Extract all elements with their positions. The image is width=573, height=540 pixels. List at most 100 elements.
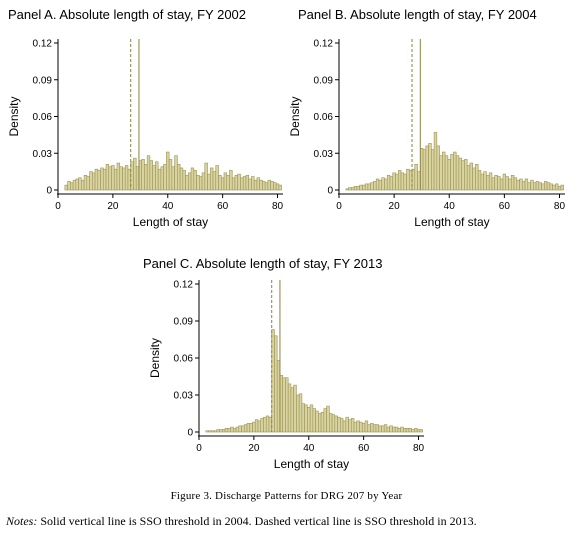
histogram-bar xyxy=(378,179,383,191)
histogram-bar xyxy=(215,165,219,191)
histogram-bar xyxy=(408,427,412,433)
histogram-bar xyxy=(72,179,77,191)
histogram-bar xyxy=(248,178,252,191)
histogram-bar xyxy=(108,166,112,191)
histogram-bar xyxy=(256,177,260,191)
histogram-bar xyxy=(224,427,229,433)
y-tick-label: 0 xyxy=(46,186,52,197)
histogram-bar xyxy=(364,183,369,191)
histogram-bar xyxy=(389,176,394,191)
histogram-bar xyxy=(436,145,440,191)
panel-b: Panel B. Absolute length of stay, FY 200… xyxy=(288,7,565,229)
histogram-bar xyxy=(386,426,390,433)
histogram-bar xyxy=(353,421,358,433)
histogram-bar xyxy=(163,163,167,191)
histogram-bar xyxy=(222,429,226,433)
histogram-bar xyxy=(259,179,263,191)
histogram-bar xyxy=(155,161,159,191)
histogram-bar xyxy=(337,416,341,433)
histogram-bar xyxy=(223,172,228,191)
histogram-bar xyxy=(133,157,137,191)
histogram-bar xyxy=(119,166,123,191)
histogram-bar xyxy=(414,163,418,191)
y-tick-label: 0 xyxy=(327,186,333,197)
y-axis-label: Density xyxy=(148,338,162,378)
histogram-bar xyxy=(231,177,236,191)
histogram-bar xyxy=(367,424,371,433)
histogram-bar xyxy=(555,183,559,191)
histogram-bar xyxy=(557,186,562,191)
histogram-bar xyxy=(190,167,195,191)
histogram-bar xyxy=(488,172,493,191)
histogram-bar xyxy=(243,424,248,433)
x-tick-label: 0 xyxy=(196,443,202,454)
histogram-bar xyxy=(235,426,240,433)
histogram-bar xyxy=(233,427,237,433)
y-tick-label: 0.09 xyxy=(33,75,53,86)
panel-title: Panel C. Absolute length of stay, FY 201… xyxy=(143,256,382,271)
histogram-bar xyxy=(411,429,415,433)
x-tick-label: 0 xyxy=(55,201,61,212)
histogram-bar xyxy=(375,178,380,191)
histogram-bar xyxy=(94,168,99,191)
histogram-bar xyxy=(229,170,233,191)
histogram-bar xyxy=(177,163,181,191)
histogram-bar xyxy=(208,430,212,433)
x-tick-label: 20 xyxy=(389,201,401,212)
y-axis-label: Density xyxy=(7,96,21,136)
x-axis-label: Length of stay xyxy=(133,215,208,229)
histogram-bar xyxy=(400,426,404,433)
histogram-bar xyxy=(483,171,487,191)
histogram-bar xyxy=(513,177,518,191)
histogram-bar xyxy=(403,173,407,191)
histogram-bar xyxy=(273,182,277,191)
histogram-bar xyxy=(260,418,264,433)
histogram-bar xyxy=(268,416,273,433)
histogram-bar xyxy=(219,429,223,433)
y-tick-label: 0.06 xyxy=(33,112,53,123)
x-tick-label: 60 xyxy=(217,201,229,212)
histogram-bar xyxy=(196,175,200,191)
y-tick-label: 0.03 xyxy=(314,149,334,160)
histogram-bar xyxy=(144,163,148,191)
histogram-bar xyxy=(220,177,225,191)
histogram-bar xyxy=(204,162,208,191)
histogram-bar xyxy=(216,429,220,433)
histogram-bar xyxy=(464,159,468,191)
histogram-bar xyxy=(171,166,175,191)
histogram-bar xyxy=(560,184,564,191)
histogram-bar xyxy=(359,421,363,433)
histogram-bar xyxy=(267,179,271,191)
histogram-bar xyxy=(213,430,218,433)
histogram-bar xyxy=(193,170,197,191)
histogram-bar xyxy=(549,183,553,191)
histogram-bar xyxy=(265,415,270,433)
histogram-bar xyxy=(442,151,446,191)
histogram-bar xyxy=(348,187,352,191)
histogram-bar xyxy=(455,155,460,191)
histogram-bar xyxy=(502,173,507,191)
histogram-bar xyxy=(345,416,349,433)
panel-a: Panel A. Absolute length of stay, FY 200… xyxy=(7,7,284,229)
histogram-bar xyxy=(253,179,258,191)
histogram-bar xyxy=(486,175,490,191)
histogram-bar xyxy=(64,184,68,191)
histogram-bar xyxy=(350,418,355,433)
x-tick-label: 0 xyxy=(336,201,342,212)
histogram-bar xyxy=(307,407,311,433)
histogram-bar xyxy=(458,157,462,191)
histogram-bar xyxy=(519,178,523,191)
histogram-bar xyxy=(241,425,245,433)
histogram-bar xyxy=(381,425,385,433)
histogram-bar xyxy=(320,411,325,433)
histogram-bar xyxy=(100,167,104,191)
x-tick-label: 80 xyxy=(413,443,425,454)
histogram-bar xyxy=(532,182,537,191)
histogram-bar xyxy=(384,178,388,191)
histogram-bar xyxy=(157,168,162,191)
histogram-bar xyxy=(535,181,540,191)
histogram-bar xyxy=(149,160,153,191)
histogram-bar xyxy=(516,179,520,191)
y-tick-label: 0 xyxy=(187,428,193,439)
